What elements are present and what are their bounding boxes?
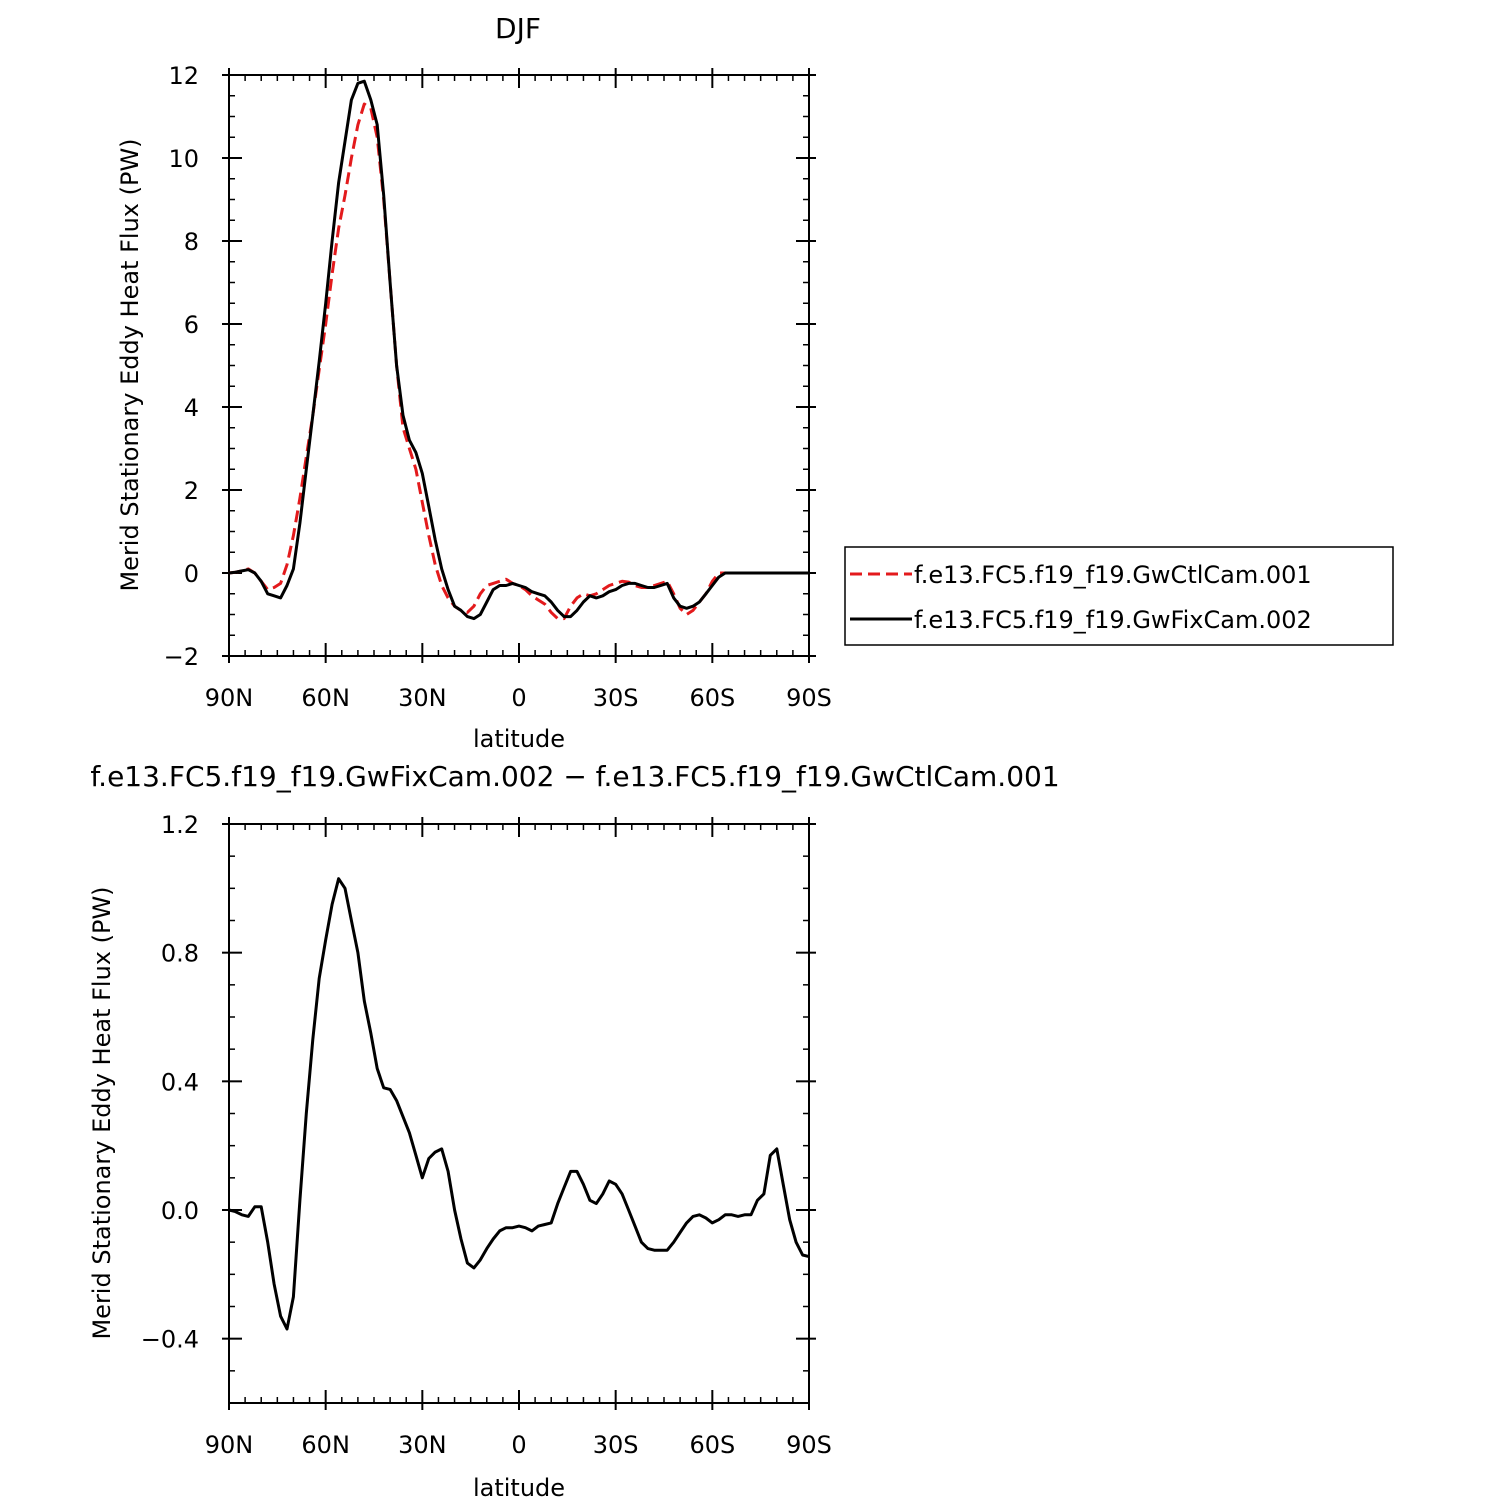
bottom-x-tick-label: 60N xyxy=(301,1431,350,1459)
top-x-tick-label: 90N xyxy=(205,684,254,712)
bottom-panel-title: f.e13.FC5.f19_f19.GwFixCam.002 − f.e13.F… xyxy=(90,760,1059,793)
top-y-tick-label: 0 xyxy=(184,560,199,588)
top-plot-frame xyxy=(228,74,810,657)
top-y-tick-label: 6 xyxy=(184,311,199,339)
top-y-tick-label: 4 xyxy=(184,394,199,422)
top-x-axis-label: latitude xyxy=(473,725,565,753)
top-y-tick-label: 10 xyxy=(168,145,199,173)
top-panel: DJF latitude Merid Stationary Eddy Heat … xyxy=(116,12,1394,753)
top-x-tick-label: 30N xyxy=(398,684,447,712)
bottom-x-tick-label: 30N xyxy=(398,1431,447,1459)
bottom-x-axis-label: latitude xyxy=(473,1474,565,1502)
legend: f.e13.FC5.f19_f19.GwCtlCam.001 f.e13.FC5… xyxy=(844,546,1394,646)
top-x-tick-label: 30S xyxy=(593,684,639,712)
top-x-tick-label: 90S xyxy=(786,684,832,712)
top-y-tick-label: −2 xyxy=(164,643,199,671)
bottom-x-tick-label: 60S xyxy=(689,1431,735,1459)
legend-box xyxy=(844,546,1394,646)
top-x-tick-label: 0 xyxy=(511,684,526,712)
legend-label-fix: f.e13.FC5.f19_f19.GwFixCam.002 xyxy=(914,606,1312,634)
bottom-y-tick-label: 1.2 xyxy=(161,811,199,839)
bottom-y-tick-label: −0.4 xyxy=(141,1326,199,1354)
legend-label-ctl: f.e13.FC5.f19_f19.GwCtlCam.001 xyxy=(914,561,1312,589)
top-y-tick-label: 8 xyxy=(184,228,199,256)
top-y-tick-label: 12 xyxy=(168,62,199,90)
bottom-y-axis-label: Merid Stationary Eddy Heat Flux (PW) xyxy=(88,886,116,1339)
top-series-line-1 xyxy=(228,79,809,621)
top-x-tick-label: 60S xyxy=(689,684,735,712)
top-y-axis-label: Merid Stationary Eddy Heat Flux (PW) xyxy=(116,138,144,591)
bottom-series-line-0 xyxy=(228,877,810,1331)
bottom-panel: f.e13.FC5.f19_f19.GwFixCam.002 − f.e13.F… xyxy=(88,760,1060,1502)
bottom-y-tick-label: 0.4 xyxy=(161,1068,199,1096)
bottom-x-tick-label: 30S xyxy=(593,1431,639,1459)
bottom-y-tick-label: 0.0 xyxy=(161,1197,199,1225)
bottom-x-tick-label: 0 xyxy=(511,1431,526,1459)
bottom-x-tick-label: 90N xyxy=(205,1431,254,1459)
top-panel-title: DJF xyxy=(495,12,541,45)
bottom-x-tick-label: 90S xyxy=(786,1431,832,1459)
top-series-line-0 xyxy=(228,102,809,621)
top-y-tick-label: 2 xyxy=(184,477,199,505)
bottom-y-tick-label: 0.8 xyxy=(161,940,199,968)
top-x-tick-label: 60N xyxy=(301,684,350,712)
bottom-plot-frame xyxy=(228,823,810,1404)
